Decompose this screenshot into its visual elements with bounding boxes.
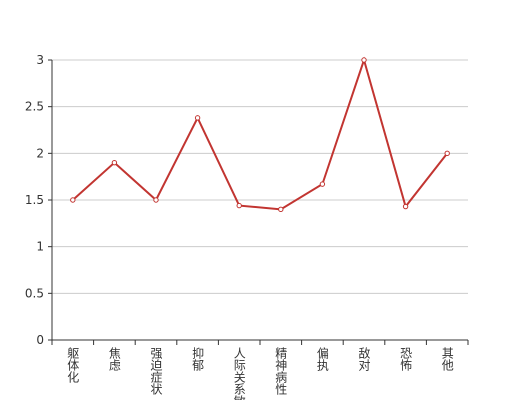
point <box>402 203 409 210</box>
x-tick-label: 抑郁 <box>191 346 205 372</box>
point <box>319 181 326 187</box>
point <box>111 159 118 166</box>
x-tick-label: 人际关系敏感 <box>232 347 246 400</box>
y-tick-label: 1 <box>36 240 44 254</box>
x-tick-label: 焦虑 <box>107 347 121 371</box>
point <box>153 197 159 203</box>
y-tick-label: 2.5 <box>25 100 44 114</box>
x-tick-label: 其他 <box>440 347 454 371</box>
x-tick-label: 恐怖 <box>399 347 413 371</box>
point <box>361 57 367 63</box>
y-tick-label: 0.5 <box>25 286 44 300</box>
x-tick-label: 精神病性 <box>274 347 288 396</box>
x-tick-label: 强迫症状 <box>149 347 163 395</box>
x-tick-label: 躯体化 <box>66 346 80 384</box>
y-tick-label: 2 <box>36 146 44 160</box>
x-tick-label: 偏执 <box>315 346 329 372</box>
y-tick-label: 3 <box>36 53 44 67</box>
point <box>444 150 450 157</box>
line <box>72 56 448 211</box>
y-tick-label: 1.5 <box>25 193 44 207</box>
x-tick-label: 敌对 <box>357 346 371 371</box>
point <box>236 202 242 209</box>
point <box>194 115 201 121</box>
y-tick-label: 0 <box>36 333 44 347</box>
point <box>70 197 76 203</box>
point <box>278 206 284 213</box>
